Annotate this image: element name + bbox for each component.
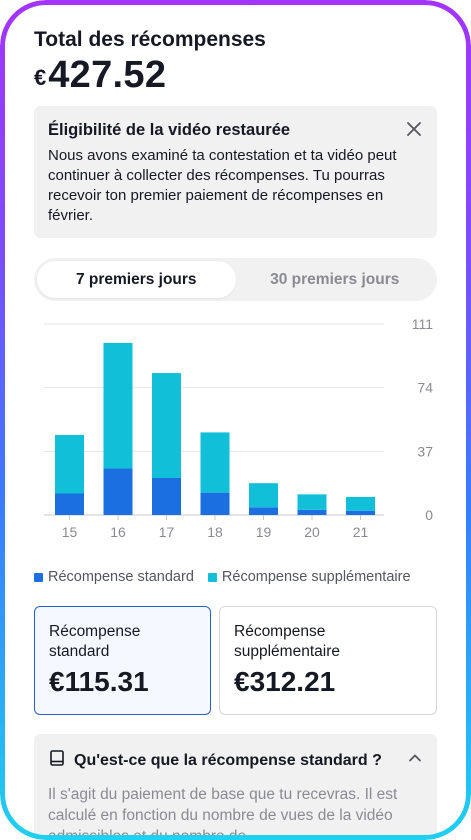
total-rewards-amount: €427.52 bbox=[34, 54, 166, 97]
y-tick-label: 37 bbox=[417, 443, 433, 459]
faq-question: Qu'est-ce que la récompense standard ? bbox=[74, 751, 382, 769]
book-icon bbox=[48, 749, 66, 772]
x-tick-label: 15 bbox=[62, 524, 78, 540]
close-icon[interactable] bbox=[405, 120, 423, 138]
bar-extra bbox=[249, 483, 278, 508]
extra-reward-label: Récompense supplémentaire bbox=[234, 623, 340, 660]
y-tick-label: 74 bbox=[417, 380, 433, 396]
standard-reward-card[interactable]: Récompense standard €115.31 bbox=[34, 606, 211, 715]
bar-standard bbox=[249, 507, 278, 515]
bar-extra bbox=[103, 342, 133, 469]
standard-reward-label: Récompense standard bbox=[49, 623, 141, 660]
bar-standard bbox=[297, 509, 327, 515]
x-tick-label: 21 bbox=[353, 524, 369, 540]
x-tick-label: 18 bbox=[207, 524, 223, 540]
x-tick-label: 19 bbox=[256, 524, 272, 540]
rewards-chart: 111 74 37 0 15 16 17 18 19 20 21 bbox=[44, 316, 433, 540]
bar-extra bbox=[346, 496, 375, 511]
faq-standard-reward: Qu'est-ce que la récompense standard ? I… bbox=[34, 734, 437, 840]
chevron-up-icon bbox=[407, 750, 423, 771]
tab-7-days[interactable]: 7 premiers jours bbox=[37, 261, 236, 298]
total-amount-value: 427.52 bbox=[48, 54, 167, 96]
bar-standard bbox=[152, 478, 181, 515]
period-selector: 7 premiers jours 30 premiers jours bbox=[34, 258, 437, 301]
faq-toggle[interactable]: Qu'est-ce que la récompense standard ? bbox=[48, 749, 423, 772]
currency-symbol: € bbox=[34, 65, 47, 90]
faq-answer: Il s'agit du paiement de base que tu rec… bbox=[48, 786, 398, 840]
legend-standard: Récompense standard bbox=[34, 569, 194, 585]
extra-reward-value: €312.21 bbox=[234, 666, 336, 697]
y-tick-label: 0 bbox=[425, 507, 433, 523]
legend-standard-swatch bbox=[34, 572, 43, 582]
notice-body: Nous avons examiné ta contestation et ta… bbox=[48, 147, 397, 224]
eligibility-notice: Éligibilité de la vidéo restaurée Nous a… bbox=[34, 106, 437, 238]
legend-extra-swatch bbox=[207, 572, 217, 582]
legend-extra-label: Récompense supplémentaire bbox=[221, 569, 411, 585]
extra-reward-card[interactable]: Récompense supplémentaire €312.21 bbox=[219, 606, 437, 715]
bar-standard bbox=[200, 492, 230, 515]
bar-extra bbox=[55, 434, 84, 494]
bar-standard bbox=[346, 510, 375, 515]
bar-extra bbox=[200, 432, 230, 493]
notice-title: Éligibilité de la vidéo restaurée bbox=[48, 121, 291, 139]
bar-extra bbox=[152, 373, 181, 479]
x-tick-label: 16 bbox=[110, 524, 126, 540]
total-rewards-title: Total des récompenses bbox=[34, 28, 266, 51]
x-tick-label: 17 bbox=[159, 524, 175, 540]
legend-extra: Récompense supplémentaire bbox=[207, 569, 411, 585]
standard-reward-value: €115.31 bbox=[49, 666, 149, 697]
bar-extra bbox=[297, 494, 327, 510]
x-tick-label: 20 bbox=[304, 524, 320, 540]
chart-legend: Récompense standard Récompense supplémen… bbox=[34, 569, 411, 585]
y-tick-label: 111 bbox=[412, 316, 433, 332]
bar-standard bbox=[103, 468, 133, 515]
bar-standard bbox=[55, 493, 84, 515]
legend-standard-label: Récompense standard bbox=[48, 569, 194, 585]
tab-30-days[interactable]: 30 premiers jours bbox=[270, 270, 400, 288]
